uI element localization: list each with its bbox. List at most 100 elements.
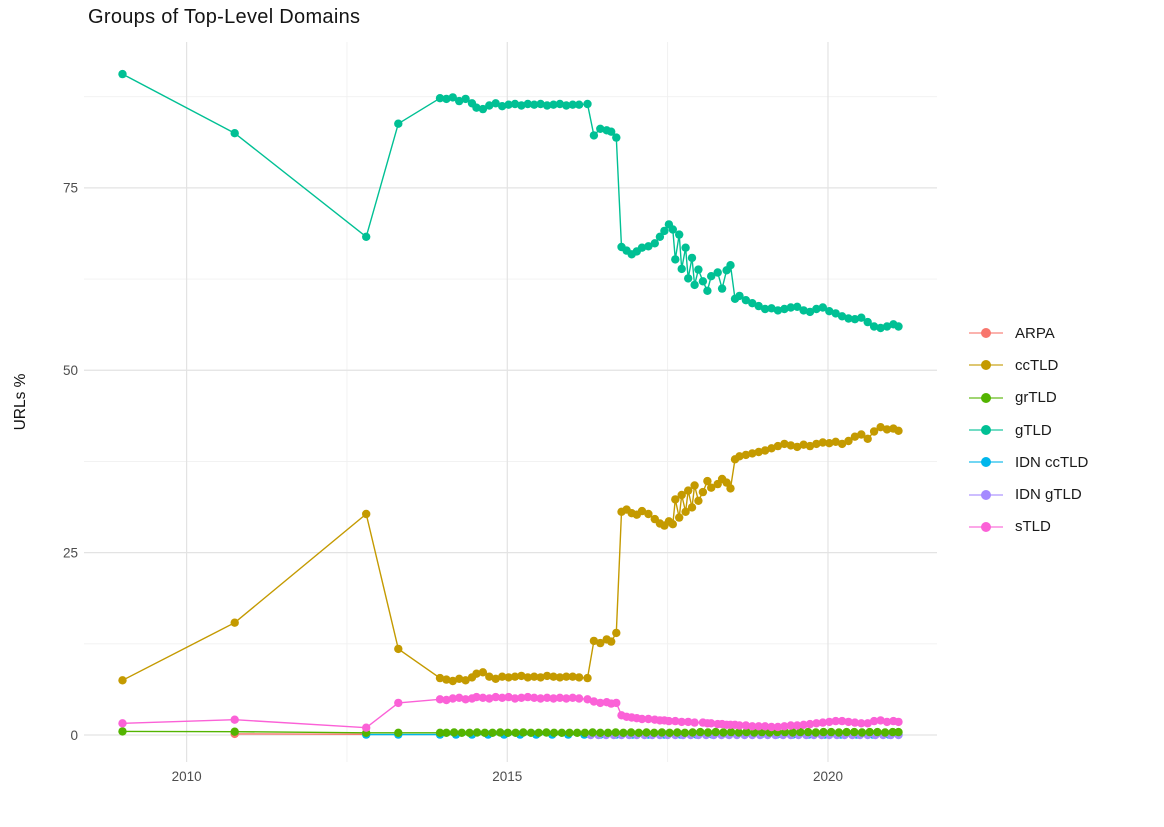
legend-label: gTLD xyxy=(1015,421,1052,439)
data-point xyxy=(394,119,403,128)
data-point xyxy=(684,274,693,283)
data-point xyxy=(850,315,860,324)
data-point xyxy=(448,93,457,102)
data-point xyxy=(607,127,616,136)
data-point xyxy=(876,716,885,725)
data-point xyxy=(711,727,720,737)
legend-key-gtld xyxy=(969,425,1003,436)
data-point xyxy=(825,439,834,448)
data-point xyxy=(230,715,239,724)
data-point xyxy=(611,728,620,737)
legend-item-arpa: ARPA xyxy=(968,317,1088,349)
data-point xyxy=(449,728,459,737)
data-point xyxy=(680,728,690,737)
data-point xyxy=(805,719,815,729)
data-point xyxy=(596,638,605,648)
data-point xyxy=(589,697,599,706)
data-point xyxy=(612,698,621,708)
data-point xyxy=(461,695,470,704)
data-point xyxy=(542,728,551,737)
data-point xyxy=(780,304,789,314)
data-point xyxy=(448,694,457,703)
data-point xyxy=(362,232,371,241)
data-point xyxy=(831,437,840,446)
data-point xyxy=(857,719,866,728)
data-point xyxy=(673,728,682,737)
data-point xyxy=(596,124,605,133)
data-point xyxy=(748,449,757,458)
data-point xyxy=(717,284,727,293)
data-point xyxy=(882,425,892,434)
data-point xyxy=(735,452,744,461)
data-point xyxy=(793,721,802,730)
data-point xyxy=(894,717,903,727)
data-point xyxy=(741,450,751,460)
data-point xyxy=(504,692,513,702)
data-point xyxy=(842,727,851,737)
data-point xyxy=(677,264,686,274)
y-axis-tick-labels: 0 25 50 75 xyxy=(63,181,78,743)
chart-legend: ARPA ccTLD grTLD gTLD IDN ccTLD IDN gTLD sTLD xyxy=(968,317,1088,543)
legend-item-cctld: ccTLD xyxy=(968,349,1088,381)
data-point xyxy=(491,674,500,683)
data-point xyxy=(549,672,558,681)
data-point xyxy=(818,438,827,447)
data-point xyxy=(472,103,481,112)
data-point xyxy=(850,727,859,737)
y-axis-title: URLs % xyxy=(12,373,29,430)
data-point xyxy=(707,272,716,281)
data-point xyxy=(455,693,464,702)
data-point xyxy=(880,728,890,737)
data-point xyxy=(565,728,574,737)
data-point xyxy=(857,313,866,322)
data-point xyxy=(607,637,616,646)
data-point xyxy=(668,225,677,234)
data-point xyxy=(488,728,497,737)
data-point xyxy=(799,440,808,449)
data-point xyxy=(811,728,820,737)
data-point xyxy=(562,672,571,681)
legend-item-grtld: grTLD xyxy=(968,382,1088,414)
data-point xyxy=(677,717,686,727)
data-point xyxy=(780,722,789,731)
data-point xyxy=(362,509,371,519)
data-point xyxy=(726,727,736,737)
data-point xyxy=(498,693,507,702)
series-grtld xyxy=(118,727,903,737)
data-point xyxy=(435,94,445,103)
data-point xyxy=(703,476,712,486)
data-point xyxy=(536,99,545,109)
legend-label: sTLD xyxy=(1015,518,1051,536)
data-point xyxy=(675,230,684,239)
data-point xyxy=(694,265,703,274)
legend-label: ARPA xyxy=(1015,324,1055,342)
data-point xyxy=(562,101,571,110)
data-point xyxy=(491,692,500,702)
data-point xyxy=(574,100,584,109)
data-point xyxy=(660,226,669,236)
x-axis-tick-labels: 2010 2015 2020 xyxy=(172,769,843,784)
data-point xyxy=(542,671,552,681)
legend-label: grTLD xyxy=(1015,389,1057,407)
data-point xyxy=(694,496,703,505)
data-point xyxy=(754,447,763,457)
data-point xyxy=(863,317,872,327)
data-point xyxy=(837,716,847,726)
data-point xyxy=(596,698,605,708)
data-point xyxy=(869,427,879,436)
series-stld xyxy=(118,692,903,732)
data-point xyxy=(523,99,532,109)
legend-key-dot xyxy=(981,328,991,339)
data-point xyxy=(530,693,539,702)
y-tick-label: 75 xyxy=(63,181,78,196)
data-point xyxy=(767,444,776,453)
data-point xyxy=(681,243,690,252)
legend-key-dot xyxy=(981,489,991,500)
data-point xyxy=(485,101,494,110)
data-point xyxy=(827,727,836,737)
data-point xyxy=(394,644,403,654)
minor-gridlines xyxy=(84,42,937,762)
data-point xyxy=(568,693,577,702)
data-point xyxy=(713,268,722,277)
legend-key-dot xyxy=(981,521,991,532)
